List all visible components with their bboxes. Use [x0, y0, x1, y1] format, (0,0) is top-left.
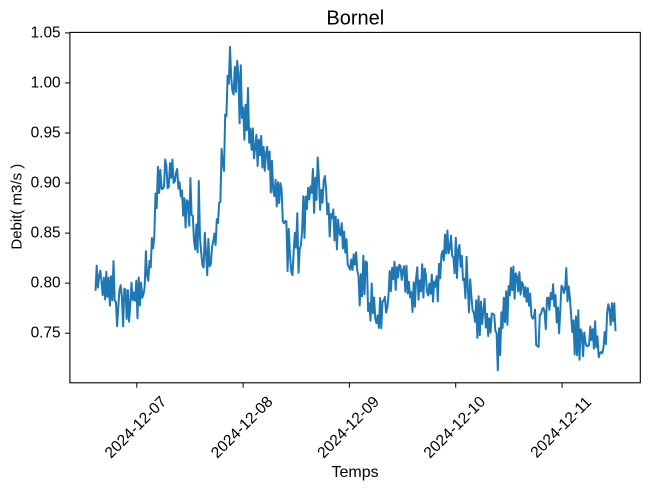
- svg-text:0.75: 0.75: [31, 325, 61, 342]
- svg-text:2024-12-10: 2024-12-10: [421, 393, 490, 462]
- svg-text:2024-12-08: 2024-12-08: [208, 393, 276, 461]
- svg-text:2024-12-09: 2024-12-09: [314, 393, 382, 461]
- svg-text:0.95: 0.95: [31, 125, 61, 142]
- svg-text:0.85: 0.85: [31, 225, 61, 242]
- svg-text:Temps: Temps: [332, 464, 379, 481]
- svg-text:Bornel: Bornel: [326, 8, 384, 30]
- svg-text:1.00: 1.00: [31, 74, 61, 91]
- svg-text:0.90: 0.90: [31, 175, 61, 192]
- svg-text:2024-12-11: 2024-12-11: [527, 394, 595, 462]
- svg-text:2024-12-07: 2024-12-07: [102, 393, 170, 461]
- svg-text:1.05: 1.05: [31, 24, 61, 41]
- svg-text:0.80: 0.80: [31, 275, 61, 292]
- svg-text:Debit( m3/s ): Debit( m3/s ): [8, 164, 25, 250]
